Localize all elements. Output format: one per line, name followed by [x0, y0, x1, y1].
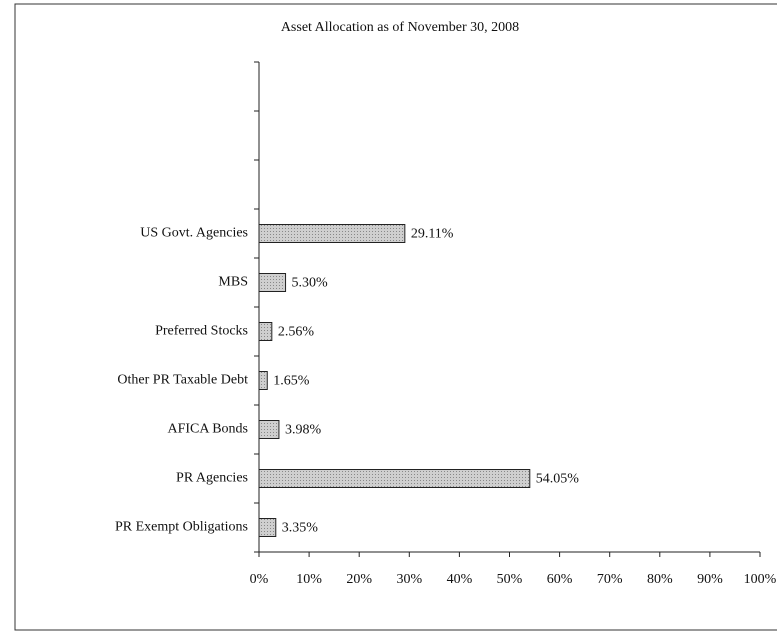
- y-tick-label: PR Exempt Obligations: [115, 520, 248, 535]
- x-tick-label: 0%: [250, 572, 269, 587]
- y-tick-label: US Govt. Agencies: [140, 226, 248, 241]
- x-tick-label: 90%: [697, 572, 723, 587]
- y-tick-label: MBS: [218, 275, 248, 290]
- bar: [258, 518, 277, 537]
- y-tick-label: PR Agencies: [176, 471, 248, 486]
- x-tick-label: 50%: [497, 572, 523, 587]
- frame: [14, 3, 777, 631]
- x-tick-label: 20%: [346, 572, 372, 587]
- y-tick-label: AFICA Bonds: [167, 422, 248, 437]
- bar: [258, 273, 287, 292]
- bar: [258, 322, 273, 341]
- data-label: 54.05%: [536, 472, 580, 487]
- y-tick-label: Preferred Stocks: [155, 324, 248, 339]
- data-label: 1.65%: [273, 374, 310, 389]
- x-tick-label: 80%: [647, 572, 673, 587]
- data-label: 29.11%: [411, 227, 454, 242]
- x-tick-label: 10%: [296, 572, 322, 587]
- x-tick-label: 100%: [744, 572, 777, 587]
- x-tick-label: 40%: [447, 572, 473, 587]
- data-label: 5.30%: [292, 276, 329, 291]
- chart-title: Asset Allocation as of November 30, 2008: [281, 20, 519, 35]
- data-label: 3.98%: [285, 423, 322, 438]
- x-tick-label: 60%: [547, 572, 573, 587]
- x-tick-label: 30%: [396, 572, 422, 587]
- bar: [258, 469, 531, 488]
- data-label: 3.35%: [282, 521, 319, 536]
- data-label: 2.56%: [278, 325, 315, 340]
- bar: [258, 224, 406, 243]
- bar: [258, 420, 280, 439]
- bar: [258, 371, 268, 390]
- x-tick-label: 70%: [597, 572, 623, 587]
- y-tick-label: Other PR Taxable Debt: [117, 373, 248, 388]
